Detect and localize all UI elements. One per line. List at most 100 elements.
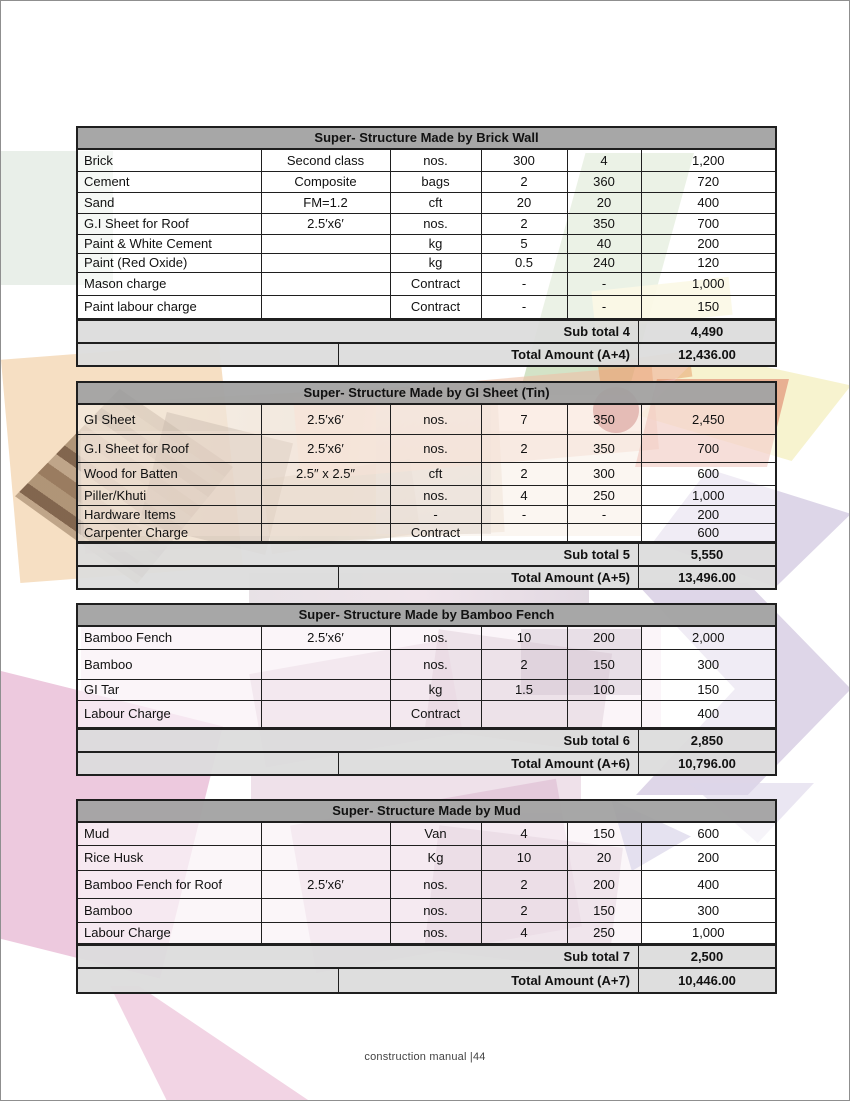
- table-cell: 600: [640, 823, 775, 846]
- table-cell: -: [566, 504, 642, 524]
- table-cell: [260, 844, 391, 871]
- table-cell: [260, 921, 391, 944]
- table-cell: nos.: [389, 627, 482, 650]
- total-row: Total Amount (A+6) 10,796.00: [78, 750, 775, 774]
- table-cell: [260, 252, 391, 273]
- table-cell: [566, 699, 642, 728]
- table-cell: 1,000: [640, 484, 775, 506]
- table-cell: 2: [480, 648, 568, 680]
- table-cell: 40: [566, 233, 642, 254]
- total-label: Total Amount (A+5): [511, 569, 630, 585]
- table-cell: 400: [640, 699, 775, 728]
- subtotal-value: 2,850: [638, 729, 775, 751]
- table-cell: 300: [566, 461, 642, 486]
- table-cell: 2: [480, 212, 568, 235]
- subtotal-value: 2,500: [638, 945, 775, 967]
- table-row: Labour Charge Contract 400: [78, 699, 775, 728]
- table-cell: 2.5″ x 2.5″: [260, 461, 391, 486]
- subtotal-label: Sub total 6: [563, 732, 630, 748]
- table-cell: [260, 823, 391, 846]
- table-row: Sand FM=1.2 cft 20 20 400: [78, 191, 775, 214]
- table-cell: 10: [480, 844, 568, 871]
- table-cell: kg: [389, 678, 482, 701]
- table-cell: 200: [566, 627, 642, 650]
- table-row: Cement Composite bags 2 360 720: [78, 170, 775, 193]
- total-label: Total Amount (A+4): [511, 346, 630, 362]
- table-cell: 1.5: [480, 678, 568, 701]
- table-cell: 720: [640, 170, 775, 193]
- table-row: G.I Sheet for Roof 2.5′x6′ nos. 2 350 700: [78, 212, 775, 235]
- total-value: 12,436.00: [638, 343, 775, 365]
- table-cell: 1,200: [640, 150, 775, 172]
- table-row: Bamboo Fench for Roof 2.5′x6′ nos. 2 200 400: [78, 869, 775, 899]
- cost-table-brick-wall: Super- Structure Made by Brick Wall Bric…: [76, 126, 777, 367]
- table-cell: 2: [480, 869, 568, 899]
- total-value: 10,796.00: [638, 752, 775, 774]
- table-cell: [566, 522, 642, 542]
- table-cell: G.I Sheet for Roof: [78, 212, 262, 235]
- table-cell: Second class: [260, 150, 391, 172]
- table-cell: [260, 648, 391, 680]
- subtotal-value: 5,550: [638, 543, 775, 565]
- table-row: Carpenter Charge Contract 600: [78, 522, 775, 542]
- table-cell: 250: [566, 921, 642, 944]
- cost-table-mud: Super- Structure Made by Mud Mud Van 4 150 6…: [76, 799, 777, 994]
- table-cell: [480, 699, 568, 728]
- table-title: Super- Structure Made by GI Sheet (Tin): [78, 383, 775, 405]
- table-cell: 20: [480, 191, 568, 214]
- table-row: Paint (Red Oxide) kg 0.5 240 120: [78, 252, 775, 273]
- table-cell: nos.: [389, 921, 482, 944]
- table-cell: Paint (Red Oxide): [78, 252, 262, 273]
- table-cell: 400: [640, 191, 775, 214]
- table-cell: Bamboo Fench: [78, 627, 262, 650]
- table-cell: [260, 294, 391, 319]
- background-shape-pink-triangle: [110, 986, 311, 1100]
- total-row-spacer: [78, 752, 339, 774]
- table-cell: G.I Sheet for Roof: [78, 433, 262, 463]
- table-cell: 150: [640, 294, 775, 319]
- table-row: Hardware Items - - -200: [78, 504, 775, 524]
- table-cell: 2.5′x6′: [260, 627, 391, 650]
- table-cell: 1,000: [640, 921, 775, 944]
- table-cell: 2,000: [640, 627, 775, 650]
- table-cell: 700: [640, 212, 775, 235]
- cost-table-gi-sheet: Super- Structure Made by GI Sheet (Tin) …: [76, 381, 777, 590]
- table-cell: 200: [640, 504, 775, 524]
- table-cell: Bamboo Fench for Roof: [78, 869, 262, 899]
- total-row: Total Amount (A+5) 13,496.00: [78, 564, 775, 588]
- table-cell: Mason charge: [78, 271, 262, 296]
- table-cell: -: [480, 271, 568, 296]
- table-cell: nos.: [389, 869, 482, 899]
- table-cell: 2.5′x6′: [260, 212, 391, 235]
- subtotal-row: Sub total 6 2,850: [78, 727, 775, 751]
- table-cell: Composite: [260, 170, 391, 193]
- table-cell: 200: [640, 233, 775, 254]
- table-cell: -: [389, 504, 482, 524]
- table-row: Wood for Batten 2.5″ x 2.5″ cft 2 300 600: [78, 461, 775, 486]
- table-cell: [260, 233, 391, 254]
- total-value: 10,446.00: [638, 968, 775, 992]
- table-cell: 2: [480, 461, 568, 486]
- page-footer: construction manual |44: [364, 1051, 486, 1063]
- total-value: 13,496.00: [638, 566, 775, 588]
- subtotal-label: Sub total 5: [563, 546, 630, 562]
- table-cell: 150: [640, 678, 775, 701]
- table-cell: -: [480, 294, 568, 319]
- table-row: Brick Second class nos. 300 4 1,200: [78, 150, 775, 172]
- table-cell: 20: [566, 191, 642, 214]
- subtotal-row: Sub total 7 2,500: [78, 943, 775, 967]
- table-cell: 10: [480, 627, 568, 650]
- table-cell: Mud: [78, 823, 262, 846]
- table-cell: 0.5: [480, 252, 568, 273]
- table-cell: 600: [640, 461, 775, 486]
- table-cell: FM=1.2: [260, 191, 391, 214]
- table-cell: Kg: [389, 844, 482, 871]
- table-row: GI Sheet 2.5′x6′ nos. 7 350 2,450: [78, 405, 775, 435]
- table-cell: 4: [480, 484, 568, 506]
- table-cell: 4: [480, 823, 568, 846]
- table-cell: cft: [389, 191, 482, 214]
- table-cell: 150: [566, 823, 642, 846]
- table-cell: 300: [480, 150, 568, 172]
- background-photo-pink-gap: [251, 771, 581, 799]
